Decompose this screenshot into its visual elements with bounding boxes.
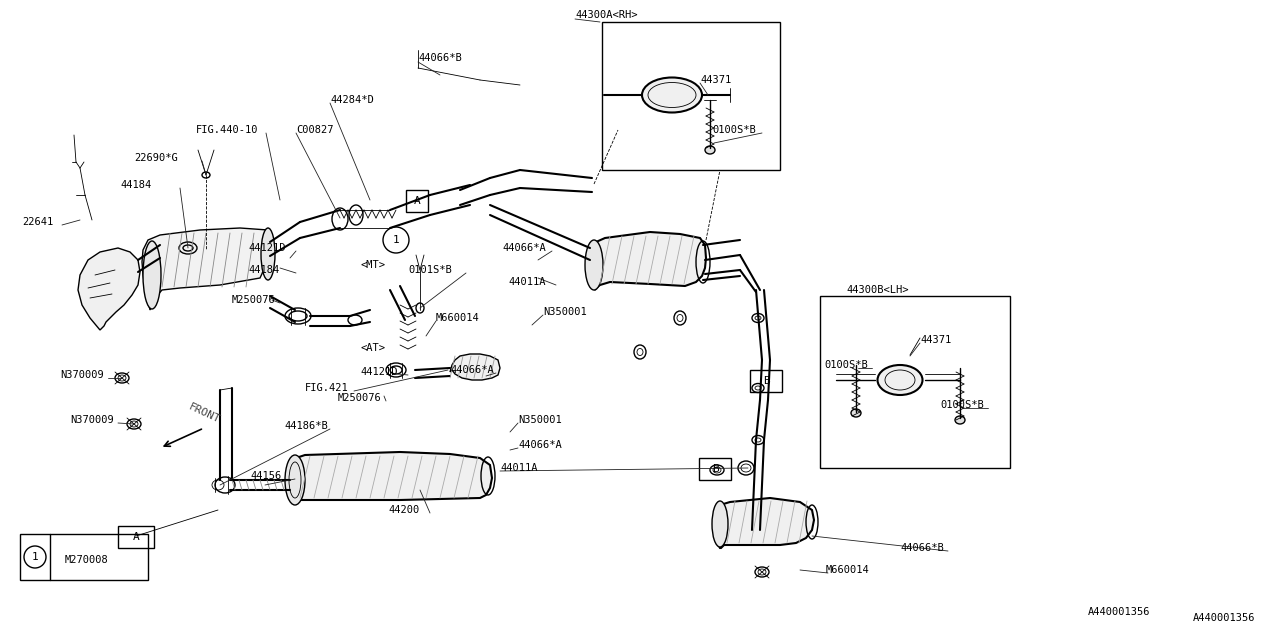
Text: FIG.421: FIG.421 [305,383,348,393]
Bar [699,458,731,480]
Text: <MT>: <MT> [360,260,385,270]
Text: 44184: 44184 [248,265,279,275]
Text: 44011A: 44011A [500,463,538,473]
Polygon shape [291,452,492,502]
Polygon shape [78,248,140,330]
Text: 22641: 22641 [22,217,54,227]
Text: 44371: 44371 [920,335,951,345]
Bar [750,370,782,392]
Ellipse shape [878,365,923,395]
Text: 44200: 44200 [388,505,420,515]
Ellipse shape [261,228,275,280]
Text: A: A [133,532,140,542]
Text: 44284*D: 44284*D [330,95,374,105]
Text: 44184: 44184 [120,180,151,190]
Text: M250076: M250076 [338,393,381,403]
Text: 44371: 44371 [700,75,731,85]
Polygon shape [714,498,814,548]
Text: C00827: C00827 [296,125,334,135]
Text: 0100S*B: 0100S*B [824,360,868,370]
Text: N370009: N370009 [70,415,114,425]
Ellipse shape [143,241,161,309]
Text: 44121D: 44121D [360,367,398,377]
Text: 44066*A: 44066*A [518,440,562,450]
Text: A440001356: A440001356 [1088,607,1149,617]
Text: 44121D: 44121D [248,243,285,253]
Ellipse shape [705,146,716,154]
Bar [406,190,428,212]
Text: FRONT: FRONT [187,402,221,425]
Ellipse shape [712,501,728,547]
Text: 0100S*B: 0100S*B [712,125,755,135]
Text: M660014: M660014 [436,313,480,323]
Text: A440001356: A440001356 [1193,613,1254,623]
Polygon shape [142,228,273,310]
Text: M250076: M250076 [232,295,275,305]
Text: FIG.440-10: FIG.440-10 [196,125,259,135]
Ellipse shape [585,240,603,290]
Text: <AT>: <AT> [360,343,385,353]
Ellipse shape [955,416,965,424]
Text: 0101S*B: 0101S*B [408,265,452,275]
Text: 44156: 44156 [250,471,282,481]
Text: 44186*B: 44186*B [284,421,328,431]
Polygon shape [590,232,707,290]
Polygon shape [451,354,500,380]
Bar [820,296,1010,468]
Text: 1: 1 [32,552,38,562]
Text: N350001: N350001 [543,307,586,317]
Text: B: B [763,376,769,386]
Text: A: A [413,196,420,206]
Ellipse shape [643,77,701,113]
Text: M660014: M660014 [826,565,869,575]
Text: N370009: N370009 [60,370,104,380]
Text: 22690*G: 22690*G [134,153,178,163]
Bar [118,526,154,548]
Text: B: B [712,464,718,474]
Text: M270008: M270008 [65,555,109,565]
Text: 44300B<LH>: 44300B<LH> [846,285,909,295]
Text: 44011A: 44011A [508,277,545,287]
Ellipse shape [851,409,861,417]
Text: 44066*A: 44066*A [451,365,494,375]
Bar [602,22,780,170]
Text: 1: 1 [393,235,399,245]
Bar [20,534,148,580]
Text: 0100S*B: 0100S*B [940,400,984,410]
Text: 44066*A: 44066*A [502,243,545,253]
Text: N350001: N350001 [518,415,562,425]
Ellipse shape [285,455,305,505]
Text: 44300A<RH>: 44300A<RH> [575,10,637,20]
Text: 44066*B: 44066*B [419,53,462,63]
Text: 44066*B: 44066*B [900,543,943,553]
